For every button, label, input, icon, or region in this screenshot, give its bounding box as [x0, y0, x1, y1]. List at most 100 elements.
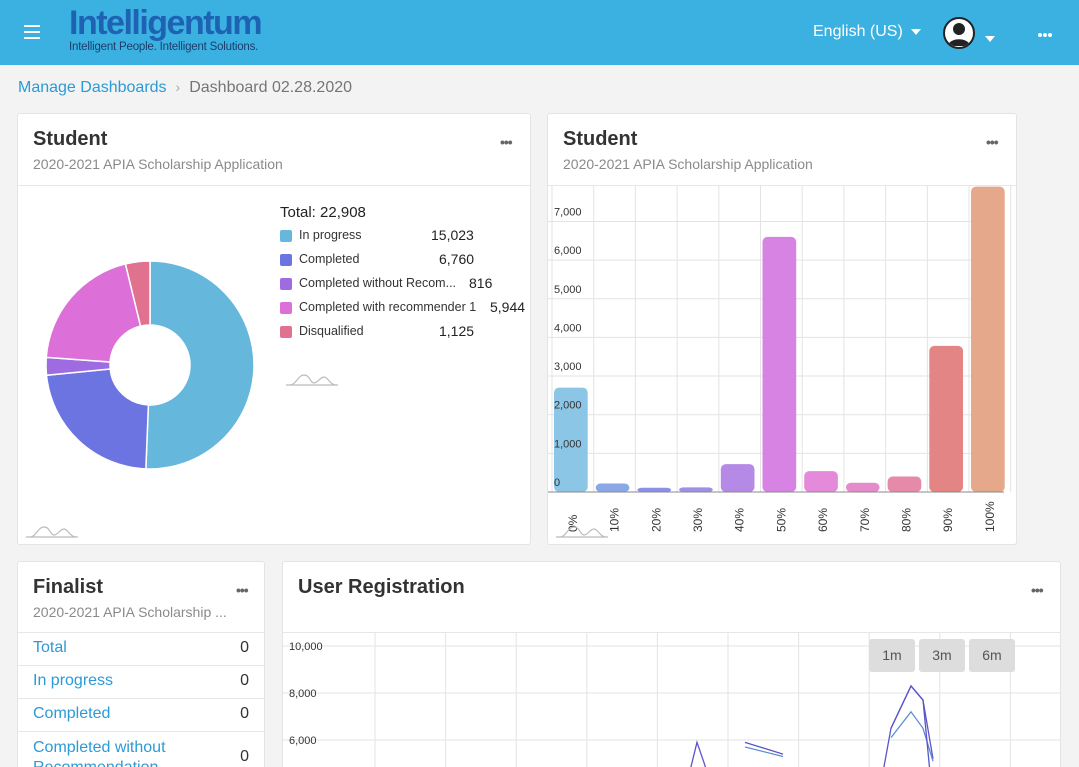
x-tick-label: 50% — [774, 508, 788, 532]
donut-slice[interactable] — [45, 368, 150, 470]
range-button-6m[interactable]: 6m — [969, 639, 1015, 672]
legend-value: 816 — [469, 275, 493, 291]
finalist-value: 0 — [240, 705, 249, 722]
x-tick-label: 80% — [899, 508, 913, 532]
finalist-row: In progress 0 — [18, 665, 264, 698]
card-more-button[interactable]: ••• — [986, 134, 999, 150]
card-title: Student — [563, 128, 638, 150]
language-selector[interactable]: English (US) — [813, 23, 921, 41]
legend-item[interactable]: Disqualified 1,125 — [280, 323, 474, 347]
x-tick-label: 100% — [983, 501, 997, 532]
y-tick-label: 3,000 — [554, 361, 582, 373]
y-tick-label: 5,000 — [554, 284, 582, 296]
logo-wordmark: Intelligentum — [69, 4, 263, 42]
finalist-label[interactable]: In progress — [33, 672, 114, 689]
legend-label: Disqualified — [299, 324, 364, 338]
bar[interactable] — [971, 186, 1005, 493]
line-series — [744, 684, 934, 759]
chart-watermark-icon — [556, 526, 608, 538]
chart-watermark-icon — [26, 526, 78, 538]
y-tick-label: 0 — [554, 477, 560, 489]
finalist-row: Total 0 — [18, 632, 264, 665]
bar[interactable] — [845, 482, 880, 492]
x-tick-label: 60% — [816, 508, 830, 532]
chart-legend: Total: 22,908 In progress 15,023 Completed… — [280, 204, 525, 347]
card-more-button[interactable]: ••• — [500, 134, 513, 150]
legend-total: Total: 22,908 — [280, 204, 366, 221]
user-avatar-icon[interactable] — [943, 17, 975, 49]
legend-item[interactable]: In progress 15,023 — [280, 227, 474, 251]
breadcrumb-link-manage-dashboards[interactable]: Manage Dashboards — [18, 79, 167, 96]
bar[interactable] — [762, 236, 797, 492]
y-tick-label: 2,000 — [554, 400, 582, 412]
student-bar-card: Student 2020-2021 APIA Scholarship Appli… — [547, 113, 1017, 545]
card-title: Student — [33, 128, 108, 150]
legend-swatch — [280, 254, 292, 266]
legend-swatch — [280, 230, 292, 242]
bar[interactable] — [929, 345, 963, 492]
bar[interactable] — [887, 476, 922, 492]
finalist-row: Completed 0 — [18, 698, 264, 731]
legend-label: In progress — [299, 228, 362, 242]
legend-value: 15,023 — [431, 227, 474, 243]
card-more-button[interactable]: ••• — [1031, 582, 1044, 598]
donut-chart — [45, 260, 255, 470]
legend-swatch — [280, 302, 292, 314]
legend-swatch — [280, 326, 292, 338]
card-more-button[interactable]: ••• — [236, 582, 249, 598]
donut-slice[interactable] — [145, 260, 255, 470]
finalist-label[interactable]: Completed without Recommendation — [33, 739, 166, 767]
y-tick-label: 8,000 — [289, 688, 317, 700]
legend-item[interactable]: Completed with recommender 1 5,944 — [280, 299, 525, 323]
bar[interactable] — [554, 387, 588, 492]
student-donut-card: Student 2020-2021 APIA Scholarship Appli… — [17, 113, 531, 545]
bar[interactable] — [595, 483, 630, 492]
y-tick-label: 10,000 — [289, 641, 323, 653]
app-header: Intelligentum Intelligent People. Intell… — [0, 0, 1079, 65]
donut-slice[interactable] — [124, 260, 151, 328]
y-tick-label: 1,000 — [554, 438, 582, 450]
hamburger-icon[interactable] — [24, 25, 40, 39]
user-menu-chevron-icon[interactable] — [985, 30, 995, 48]
finalist-label[interactable]: Completed — [33, 705, 111, 722]
line-series — [744, 710, 934, 762]
divider — [548, 185, 1016, 186]
x-tick-label: 10% — [608, 508, 622, 532]
line-series-peak — [690, 740, 707, 767]
bar[interactable] — [720, 464, 755, 492]
range-button-3m[interactable]: 3m — [919, 639, 965, 672]
card-subtitle: 2020-2021 APIA Scholarship Application — [563, 156, 813, 172]
y-tick-label: 6,000 — [289, 735, 317, 747]
card-title: User Registration — [298, 576, 465, 598]
y-tick-label: 7,000 — [554, 206, 582, 218]
legend-swatch — [280, 278, 292, 290]
finalist-card: Finalist 2020-2021 APIA Scholarship ... … — [17, 561, 265, 767]
more-horizontal-icon[interactable] — [1038, 25, 1052, 39]
finalist-value: 0 — [240, 672, 249, 689]
range-button-1m[interactable]: 1m — [869, 639, 915, 672]
finalist-row: Completed without Recommendation 0 — [18, 731, 264, 767]
bar[interactable] — [679, 487, 713, 492]
chevron-right-icon: › — [175, 79, 181, 95]
divider — [18, 185, 530, 186]
x-tick-label: 30% — [691, 508, 705, 532]
x-tick-label: 90% — [941, 508, 955, 532]
divider — [283, 632, 1060, 633]
finalist-value: 0 — [240, 748, 249, 765]
donut-slice[interactable] — [45, 263, 142, 363]
breadcrumb-current: Dashboard 02.28.2020 — [189, 79, 353, 96]
y-tick-label: 4,000 — [554, 322, 582, 334]
line-series-peak — [883, 684, 931, 767]
legend-item[interactable]: Completed 6,760 — [280, 251, 474, 275]
finalist-value: 0 — [240, 639, 249, 656]
breadcrumb: Manage Dashboards › Dashboard 02.28.2020 — [18, 79, 352, 97]
logo[interactable]: Intelligentum Intelligent People. Intell… — [69, 4, 263, 53]
finalist-label[interactable]: Total — [33, 639, 67, 656]
x-tick-label: 20% — [649, 508, 663, 532]
legend-item[interactable]: Completed without Recom... 816 — [280, 275, 492, 299]
bar[interactable] — [637, 487, 672, 492]
legend-label: Completed without Recom... — [299, 276, 457, 290]
bar[interactable] — [804, 471, 838, 492]
legend-label: Completed with recommender 1 — [299, 300, 477, 314]
